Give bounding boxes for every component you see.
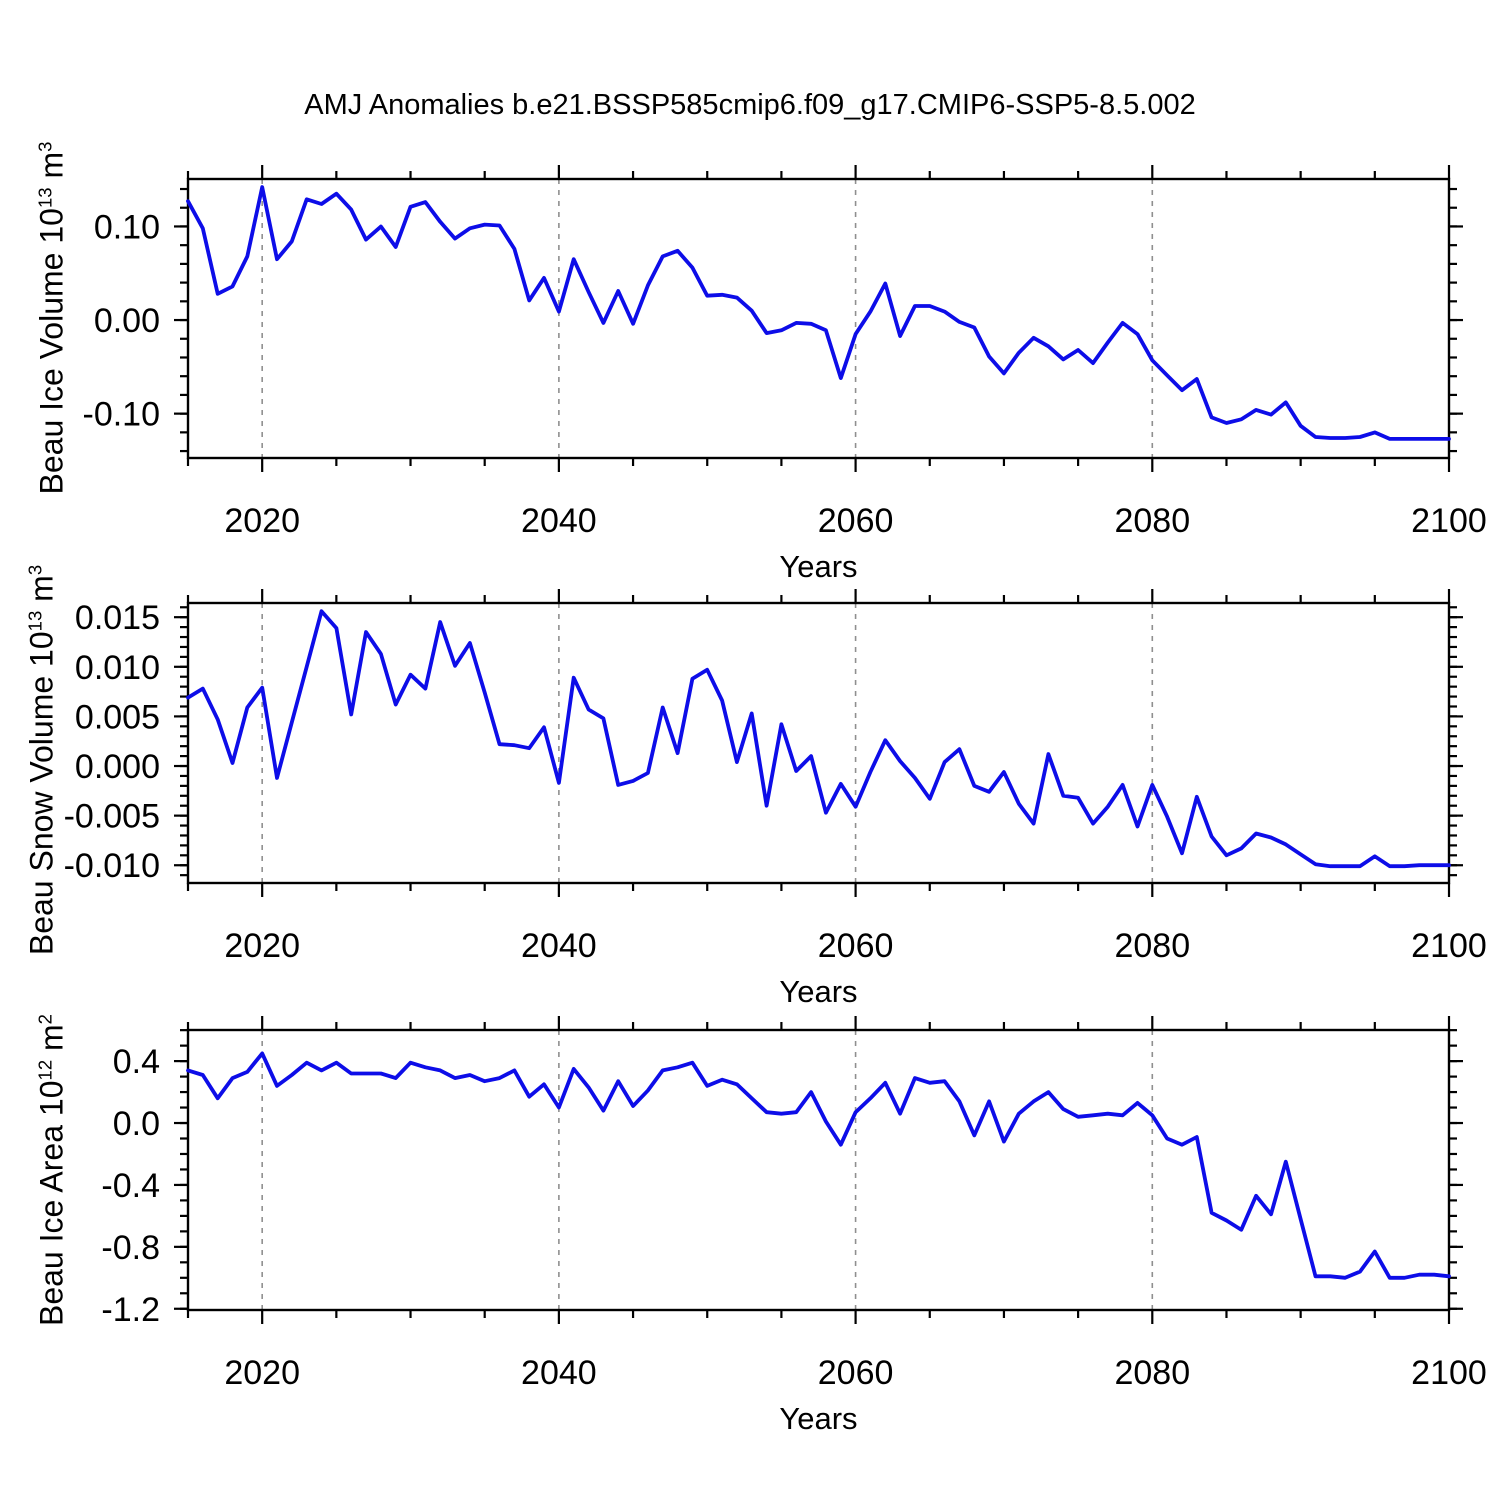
y-tick-label: 0.00 xyxy=(94,302,160,340)
chart-title: AMJ Anomalies b.e21.BSSP585cmip6.f09_g17… xyxy=(304,89,1196,121)
x-tick-label: 2040 xyxy=(521,502,597,540)
y-tick-label: 0.000 xyxy=(75,748,160,786)
x-tick-label: 2060 xyxy=(818,927,894,965)
y-tick-label: -0.8 xyxy=(101,1229,160,1267)
x-tick-label: 2100 xyxy=(1411,927,1487,965)
data-line-beau-snow-volume-anomaly xyxy=(186,609,1451,869)
y-tick-label: -0.10 xyxy=(83,396,161,434)
y-axis-title-unit: m xyxy=(33,1024,70,1060)
x-tick-label: 2020 xyxy=(224,1354,300,1392)
x-tick-label: 2080 xyxy=(1114,927,1190,965)
y-tick-label: -1.2 xyxy=(101,1291,160,1329)
x-tick-label: 2020 xyxy=(224,502,300,540)
y-tick-label: 0.0 xyxy=(113,1105,160,1143)
x-tick-label: 2060 xyxy=(818,502,894,540)
y-tick-label: 0.10 xyxy=(94,208,160,246)
panel-beau-ice-area-anomaly: 0.4 0.0 -0.4 -0.8 -1.2 2020 2040 2060 2080 2100 xyxy=(101,1016,1487,1392)
x-axis-title: Years xyxy=(779,974,858,1009)
panel-beau-ice-volume-anomaly: 0.10 0.00 -0.10 2020 2040 2060 2080 2100 xyxy=(83,165,1487,540)
plot-box xyxy=(186,601,1451,885)
y-axis-title-text: Beau Ice Area 10 xyxy=(33,1080,70,1327)
y-tick-label: 0.4 xyxy=(113,1043,160,1081)
y-axis-title-unit-exponent: 2 xyxy=(34,1013,55,1025)
x-tick-label: 2060 xyxy=(818,1354,894,1392)
y-axis-title-snow-volume: Beau Snow Volume 1013 m3 xyxy=(24,565,61,955)
y-axis-title-ice-volume: Beau Ice Volume 1013 m3 xyxy=(34,142,71,495)
y-axis-title-unit-exponent: 3 xyxy=(34,141,55,152)
y-tick-label: 0.010 xyxy=(75,649,160,687)
x-tick-label: 2040 xyxy=(521,927,597,965)
y-axis-title-unit-exponent: 3 xyxy=(24,564,45,576)
y-tick-label: 0.015 xyxy=(75,599,160,637)
data-line-beau-ice-volume-anomaly xyxy=(186,185,1451,441)
y-axis-title-ice-area: Beau Ice Area 1012 m2 xyxy=(34,1014,71,1326)
x-tick-label: 2040 xyxy=(521,1354,597,1392)
panel-beau-snow-volume-anomaly: 0.015 0.010 0.005 0.000 -0.005 -0.010 2020 2040… xyxy=(64,589,1487,965)
x-tick-label: 2080 xyxy=(1114,502,1190,540)
y-tick-label: -0.010 xyxy=(64,847,160,885)
plot-box xyxy=(186,177,1451,460)
y-tick-label: -0.4 xyxy=(101,1167,160,1205)
x-tick-label: 2100 xyxy=(1411,1354,1487,1392)
y-axis-title-unit: m xyxy=(33,151,70,188)
x-tick-label: 2020 xyxy=(224,927,300,965)
y-axis-title-unit: m xyxy=(23,575,60,611)
x-tick-label: 2100 xyxy=(1411,502,1487,540)
plot-box xyxy=(186,1028,1451,1312)
y-axis-title-exponent: 12 xyxy=(34,1059,55,1081)
y-tick-label: 0.005 xyxy=(75,698,160,736)
y-axis-title-text: Beau Snow Volume 10 xyxy=(23,631,60,956)
x-axis-title: Years xyxy=(779,1401,858,1436)
x-tick-label: 2080 xyxy=(1114,1354,1190,1392)
y-axis-title-exponent: 13 xyxy=(34,187,55,209)
y-axis-title-text: Beau Ice Volume 10 xyxy=(33,208,70,495)
y-axis-title-exponent: 13 xyxy=(24,610,45,632)
x-axis-title: Years xyxy=(779,549,858,584)
y-tick-label: -0.005 xyxy=(64,798,160,836)
data-line-beau-ice-area-anomaly xyxy=(186,1051,1451,1280)
